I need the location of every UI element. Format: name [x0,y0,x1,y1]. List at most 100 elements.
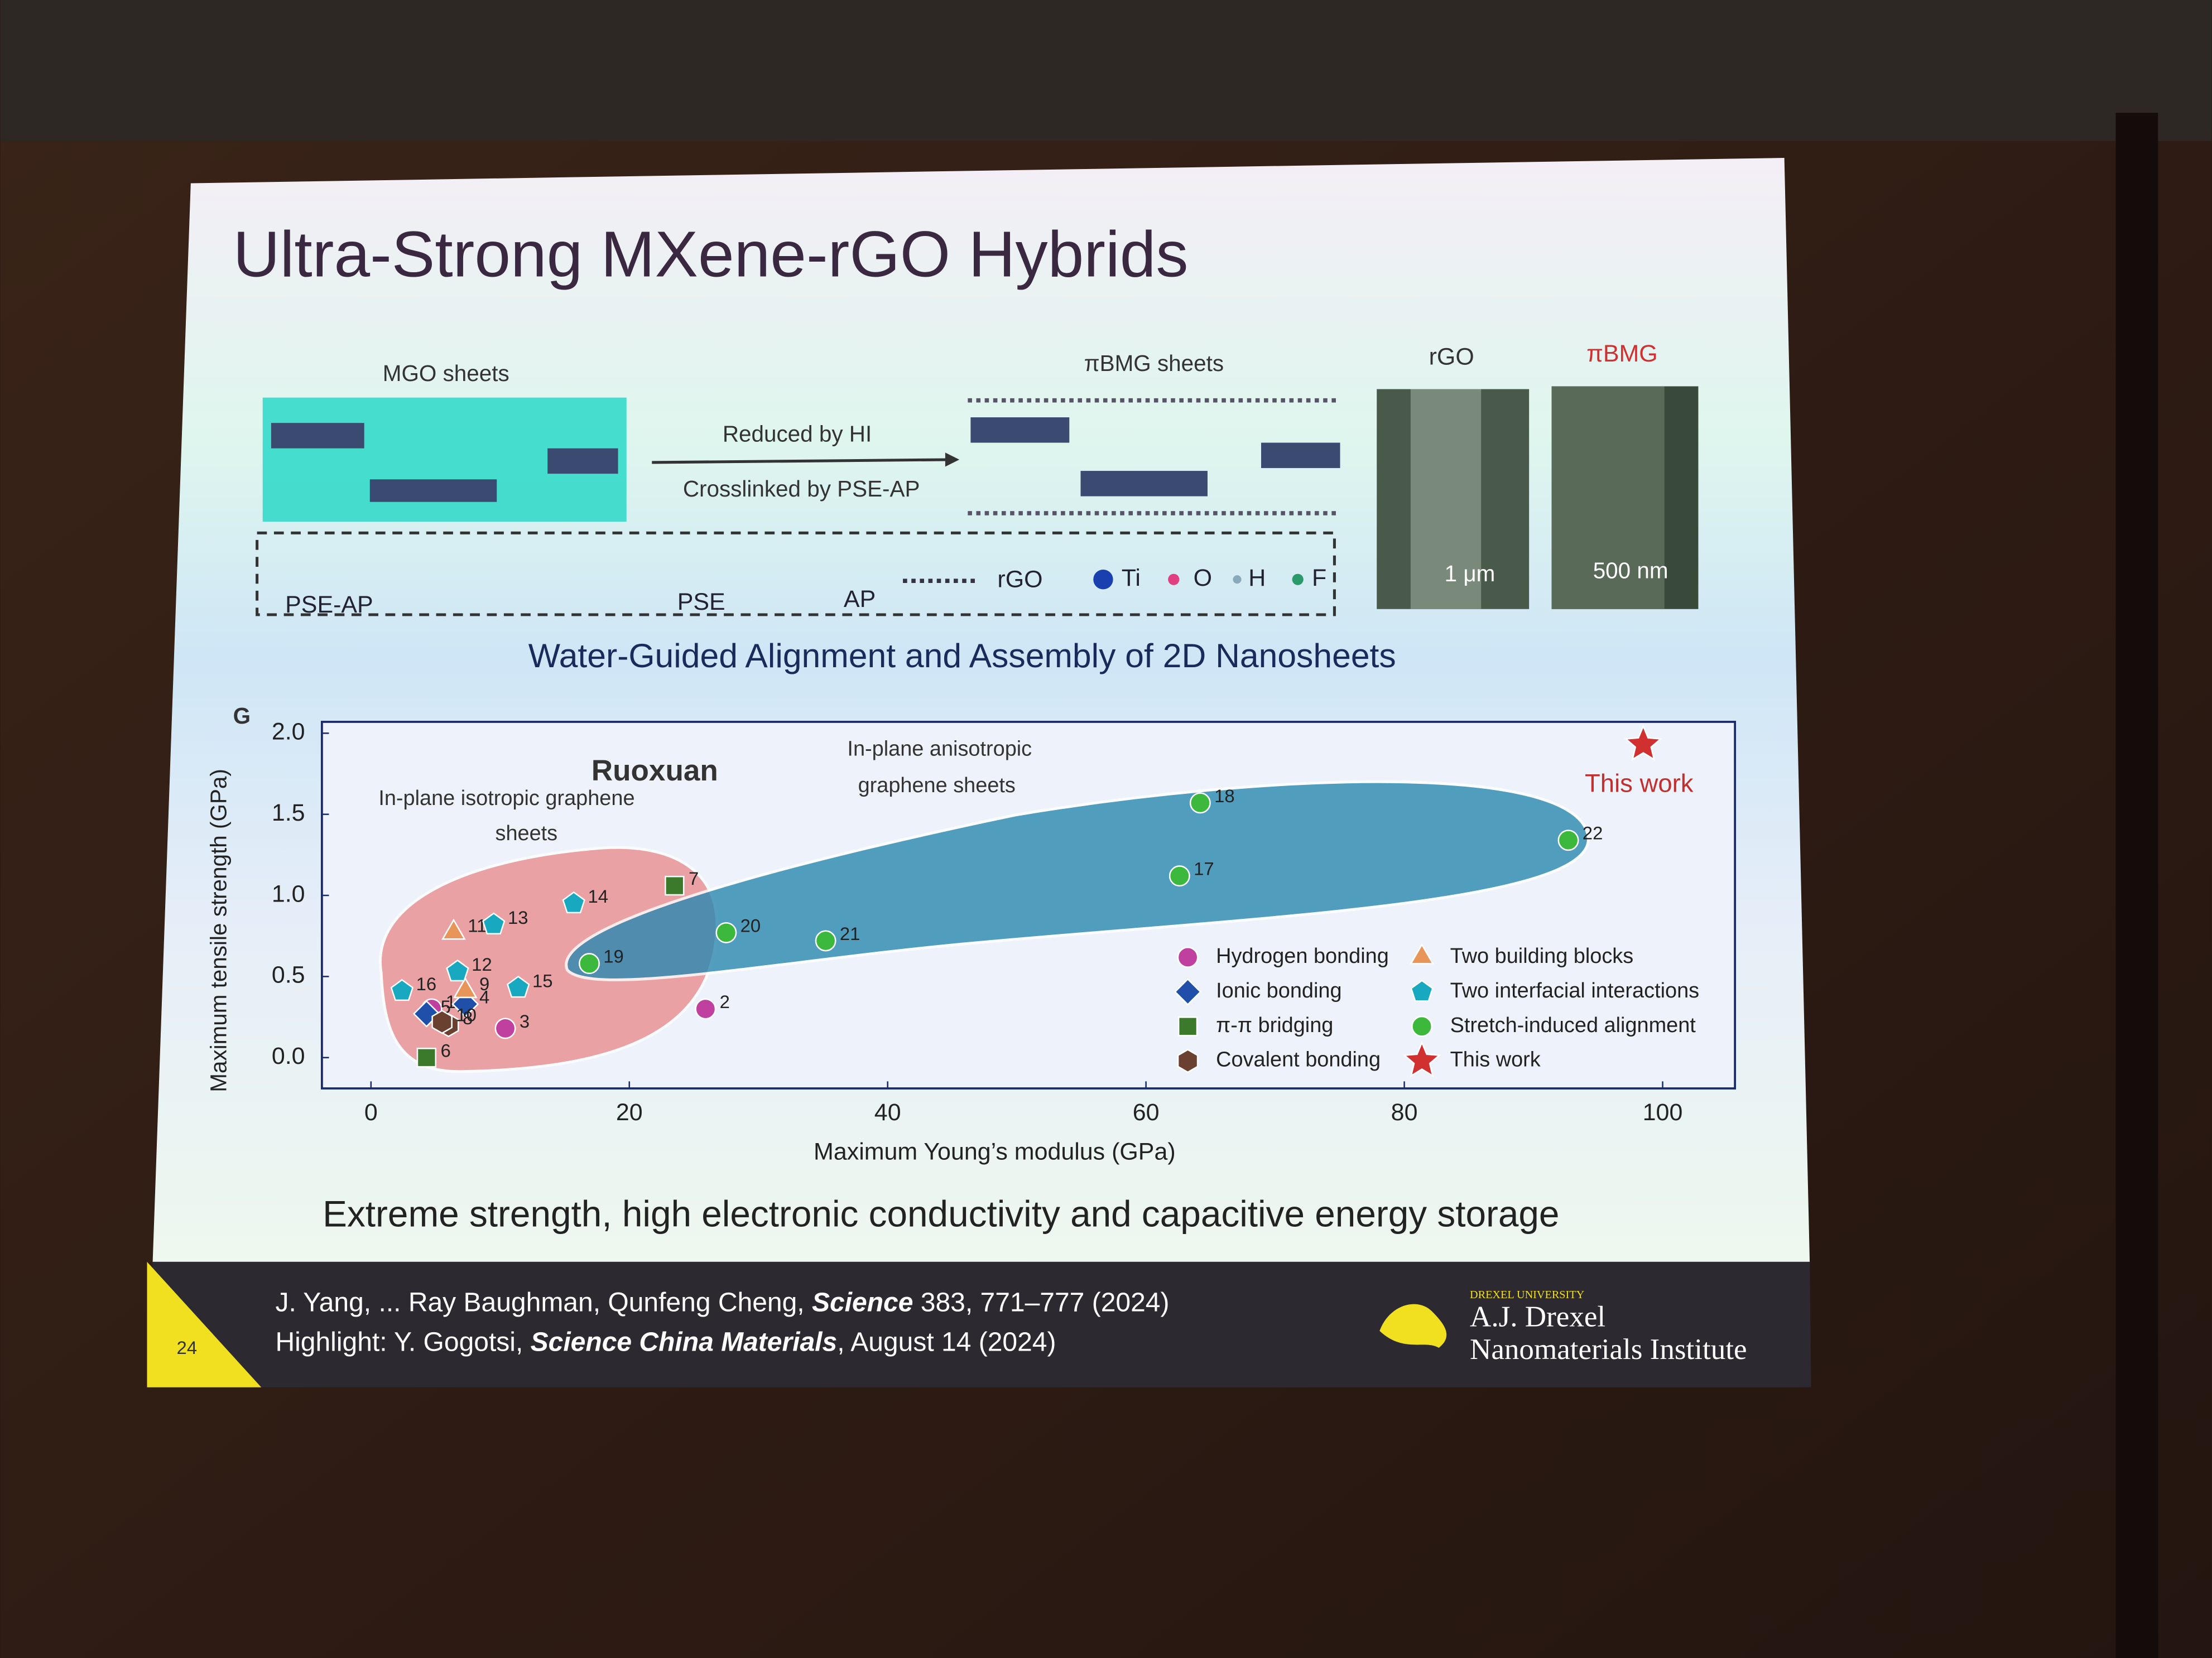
x-tick-label: 60 [1133,1099,1160,1126]
point [562,891,585,914]
mgo-sheets [262,397,627,522]
annotation: In-plane isotropic graphene [378,787,634,810]
point-label: 11 [468,915,487,936]
slide [152,158,1810,1262]
legend-marker [1402,1040,1441,1077]
legend-label: Two interfacial interactions [1450,979,1699,1002]
scheme-label: πBMG sheets [1084,350,1224,376]
legend-label: Stretch-induced alignment [1450,1014,1696,1037]
scale-label: 1 μm [1445,561,1495,586]
point-label: 17 [1194,859,1214,879]
key-label: PSE-AP [285,591,373,618]
key-label: F [1312,565,1326,591]
x-tick-label: 20 [616,1099,643,1126]
x-tick-label: 80 [1391,1099,1418,1126]
legend-marker [1410,943,1434,965]
citation-part: Science China Materials [531,1327,838,1357]
point-label: 8 [463,1008,473,1028]
atom [1292,573,1304,585]
y-tick-label: 1.5 [272,799,305,826]
key-label: rGO [997,566,1042,593]
point-label: 2 [720,991,730,1012]
logo-dragon [1379,1304,1447,1348]
atom [1093,569,1113,590]
arrow-label: Reduced by HI [723,421,872,447]
point-label: 10 [456,1004,477,1025]
logo-text: A.J. Drexel [1470,1301,1605,1333]
y-tick-label: 0.0 [272,1043,305,1069]
legend-label: π-π bridging [1216,1014,1333,1037]
annotation: This work [1585,769,1694,798]
x-axis-title: Maximum Young’s modulus (GPa) [814,1139,1176,1165]
atom [1233,575,1242,584]
point [665,875,685,896]
legend-label: Covalent bonding [1216,1048,1381,1072]
citation-part: 383, 771–777 (2024) [913,1288,1169,1317]
citation: J. Yang, ... Ray Baughman, Qunfeng Cheng… [275,1288,1169,1317]
screen-housing [0,0,2212,141]
legend-marker [1177,1016,1198,1037]
scheme-label: MGO sheets [383,360,509,386]
sem-image-detail [1551,386,1665,609]
point-label: 12 [472,954,492,975]
point [431,1010,453,1034]
point [695,998,717,1020]
point-label: 4 [479,986,489,1007]
point [446,959,469,982]
point [715,922,737,943]
legend-marker [1177,1049,1199,1073]
point-label: 21 [840,923,860,944]
x-tick-label: 40 [874,1099,901,1126]
logo-text: Nanomaterials Institute [1470,1333,1747,1366]
point [416,1048,437,1068]
point [579,953,600,975]
arrow-label: Crosslinked by PSE-AP [683,476,920,502]
point [482,912,506,934]
point [494,1018,516,1039]
key-label: H [1248,565,1266,591]
x-tick-label: 0 [364,1099,378,1126]
atom [1168,573,1180,585]
screen-edge [2115,113,2158,1658]
image-label: πBMG [1586,340,1657,367]
point [815,930,836,952]
slide-title: Ultra-Strong MXene-rGO Hybrids [233,218,1189,291]
image-label: rGO [1429,343,1474,370]
key-box [256,531,1336,616]
citation-part: Highlight: Y. Gogotsi, [275,1327,530,1357]
point-label: 22 [1583,823,1603,844]
legend-marker [1410,980,1434,1002]
point-label: 15 [532,970,553,991]
key-label: AP [844,586,876,613]
point [390,979,414,1001]
pibmg-sheets [968,398,1340,515]
point-label: 16 [416,973,437,994]
legend-label: Hydrogen bonding [1216,944,1389,968]
point-label: 6 [441,1040,451,1061]
annotation: Ruoxuan [592,754,718,787]
point-label: 1 [446,991,456,1012]
point-label: 7 [689,868,699,889]
key-label: PSE [677,589,725,615]
legend-marker [1177,947,1199,968]
page-number: 24 [177,1337,198,1358]
summary: Extreme strength, high electronic conduc… [323,1193,1559,1234]
annotation: In-plane anisotropic [847,737,1032,760]
legend-label: Two building blocks [1450,944,1634,968]
annotation: sheets [495,822,557,845]
arrow-head [945,452,960,467]
point [1168,865,1190,887]
point-label: 13 [508,907,528,928]
legend-marker [1411,1015,1433,1037]
point-label: 9 [479,973,489,994]
y-axis-title: Maximum tensile strength (GPa) [206,769,232,1092]
point-label: 19 [603,946,624,967]
point [1624,724,1663,761]
point-label: 3 [520,1011,530,1032]
x-tick-label: 100 [1643,1099,1683,1126]
legend-label: This work [1450,1048,1541,1072]
key-label: Ti [1122,565,1141,591]
